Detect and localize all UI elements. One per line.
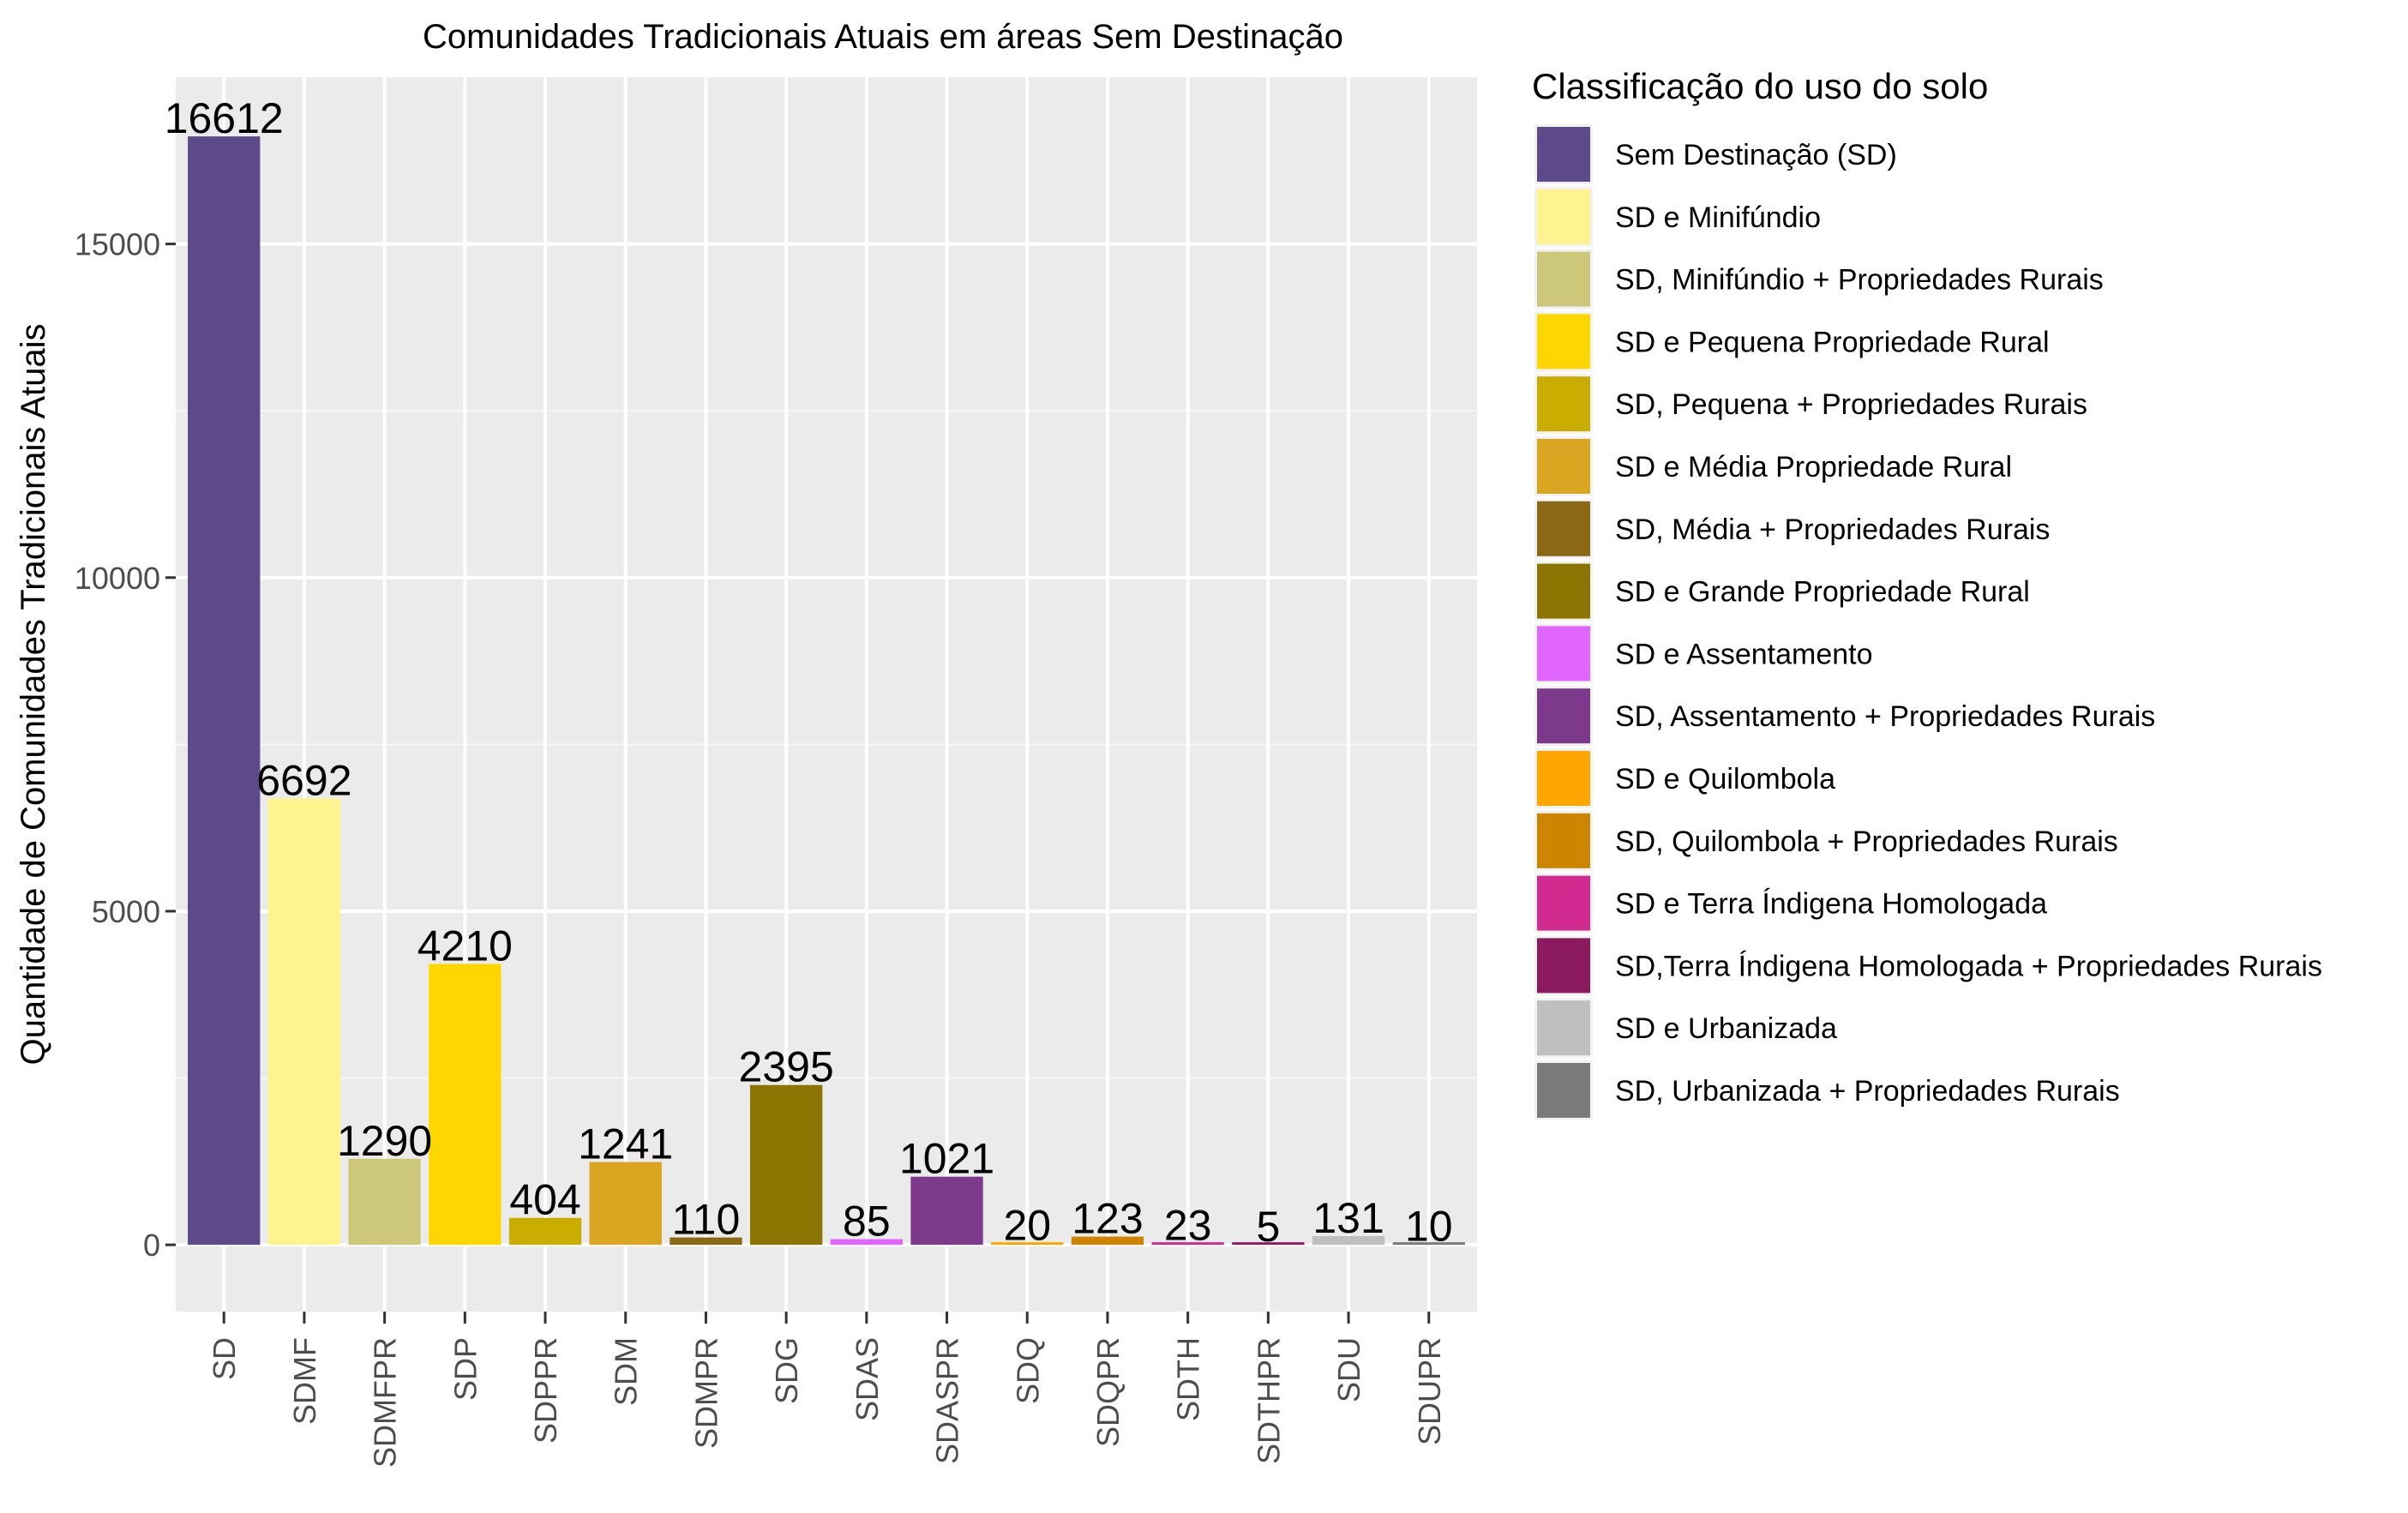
legend-key	[1537, 688, 1590, 744]
x-axis: SD SDMF SDMFPR SDP SDPPR SDM SDMPR SDG SDAS SDASP…	[207, 1312, 1447, 1468]
y-tick-label: 5000	[92, 894, 160, 929]
legend-key	[1537, 127, 1590, 182]
legend-key	[1537, 751, 1590, 806]
bar	[1232, 1242, 1305, 1246]
data-label: 2395	[739, 1043, 834, 1091]
x-tick-label: SDTHPR	[1251, 1337, 1286, 1464]
bar	[1071, 1236, 1144, 1246]
x-tick-label: SDMPR	[688, 1337, 724, 1449]
data-label: 16612	[165, 94, 284, 142]
data-label: 123	[1072, 1195, 1143, 1243]
y-tick-label: 15000	[75, 227, 160, 262]
legend-key	[1537, 626, 1590, 681]
data-label: 20	[1003, 1202, 1051, 1250]
data-label: 5	[1256, 1203, 1280, 1251]
data-label: 23	[1164, 1201, 1212, 1249]
bar	[991, 1242, 1064, 1246]
legend-label: SD e Média Propriedade Rural	[1615, 451, 2012, 483]
x-tick-label: SD	[207, 1337, 242, 1380]
legend-label: SD e Urbanizada	[1615, 1012, 1837, 1045]
x-tick-label: SDQPR	[1090, 1337, 1126, 1447]
legend-label: SD,Terra Índigena Homologada + Proprieda…	[1615, 950, 2322, 982]
legend-key	[1537, 813, 1590, 868]
legend-title: Classificação do uso do solo	[1532, 66, 1988, 106]
x-tick-label: SDM	[609, 1337, 644, 1406]
legend-key	[1537, 875, 1590, 931]
bar	[429, 964, 501, 1246]
bar	[910, 1176, 983, 1246]
legend-label: SD e Grande Propriedade Rural	[1615, 576, 2030, 609]
legend-label: Sem Destinação (SD)	[1615, 139, 1897, 171]
y-tick-label: 10000	[75, 561, 160, 596]
y-tick-label: 0	[143, 1228, 160, 1263]
x-tick-label: SDASPR	[930, 1337, 965, 1464]
legend-label: SD e Pequena Propriedade Rural	[1615, 326, 2050, 358]
bar	[267, 798, 341, 1246]
x-tick-label: SDP	[447, 1337, 483, 1401]
x-tick-label: SDAS	[850, 1337, 885, 1421]
x-tick-label: SDMF	[287, 1337, 322, 1425]
bar	[749, 1084, 823, 1246]
legend-label: SD, Pequena + Propriedades Rurais	[1615, 388, 2087, 421]
data-label: 110	[672, 1196, 741, 1244]
legend-label: SD, Assentamento + Propriedades Rurais	[1615, 700, 2155, 733]
bar	[1151, 1242, 1224, 1246]
bars	[188, 136, 1465, 1246]
legend-key	[1537, 501, 1590, 556]
data-label: 1290	[337, 1117, 432, 1165]
legend-key	[1537, 439, 1590, 494]
legend-label: SD e Terra Índigena Homologada	[1615, 888, 2047, 921]
legend-label: SD, Média + Propriedades Rurais	[1615, 513, 2050, 546]
legend-label: SD, Urbanizada + Propriedades Rurais	[1615, 1075, 2120, 1108]
legend-key	[1537, 189, 1590, 244]
legend-label: SD, Quilombola + Propriedades Rurais	[1615, 826, 2118, 858]
legend: Classificação do uso do solo Sem Destina…	[1532, 66, 2322, 1120]
legend-key	[1537, 563, 1590, 619]
x-tick-label: SDPPR	[528, 1337, 563, 1444]
data-label: 10	[1405, 1202, 1453, 1250]
plot-panel	[176, 77, 1477, 1312]
bar	[589, 1162, 662, 1246]
legend-label: SD e Minifúndio	[1615, 201, 1821, 234]
legend-key	[1537, 251, 1590, 307]
x-tick-label: SDTH	[1171, 1337, 1206, 1421]
bar	[188, 136, 261, 1246]
x-tick-label: SDU	[1331, 1337, 1366, 1402]
bar	[670, 1237, 742, 1246]
chart-title: Comunidades Tradicionais Atuais em áreas…	[423, 18, 1343, 56]
legend-key	[1537, 938, 1590, 994]
data-label: 85	[843, 1198, 891, 1246]
legend-label: SD e Assentamento	[1615, 638, 1873, 670]
bar	[348, 1158, 421, 1246]
y-axis-title: Quantidade de Comunidades Tradicionais A…	[15, 324, 52, 1066]
legend-key	[1537, 314, 1590, 369]
legend-label: SD, Minifúndio + Propriedades Rurais	[1615, 264, 2104, 297]
y-axis: 0 5000 10000 15000	[75, 227, 176, 1263]
x-tick-label: SDMFPR	[368, 1337, 403, 1468]
legend-key	[1537, 1000, 1590, 1056]
bar	[1312, 1235, 1385, 1246]
bar	[830, 1239, 904, 1246]
x-tick-label: SDQ	[1010, 1337, 1045, 1404]
x-tick-label: SDG	[769, 1337, 804, 1404]
data-label: 6692	[256, 756, 351, 804]
legend-key	[1537, 1063, 1590, 1118]
x-tick-label: SDUPR	[1412, 1337, 1447, 1445]
legend-key	[1537, 376, 1590, 432]
bar	[508, 1217, 582, 1246]
data-label: 4210	[417, 922, 513, 970]
data-label: 404	[509, 1176, 580, 1224]
data-label: 1241	[578, 1120, 673, 1168]
legend-label: SD e Quilombola	[1615, 763, 1835, 796]
data-label: 131	[1312, 1194, 1384, 1242]
bar	[1392, 1242, 1465, 1246]
data-label: 1021	[899, 1135, 994, 1183]
